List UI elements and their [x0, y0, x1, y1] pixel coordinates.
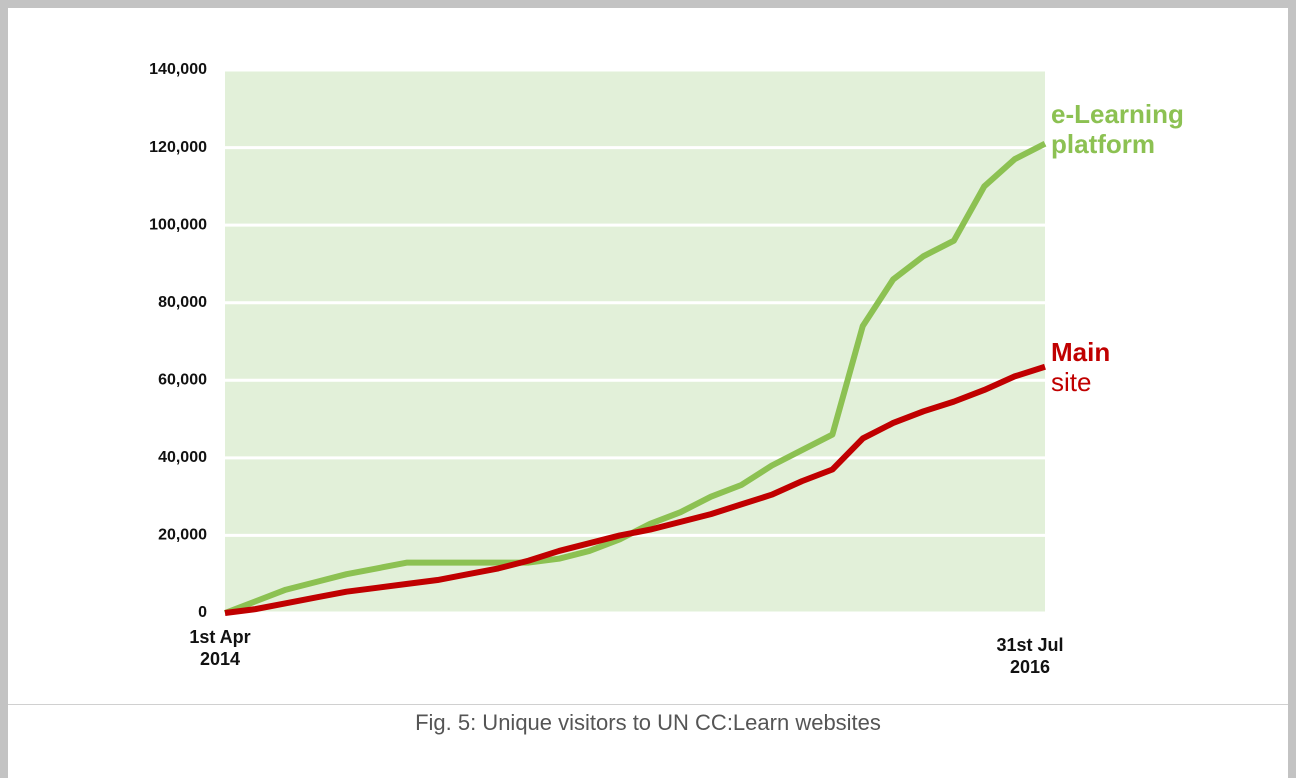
y-tick-label: 80,000	[158, 294, 207, 311]
plot-area	[225, 70, 1045, 613]
y-tick-label: 120,000	[149, 139, 207, 156]
caption: Fig. 5: Unique visitors to UN CC:Learn w…	[415, 710, 881, 735]
legend-label: e-Learning platform	[1051, 98, 1184, 159]
y-tick-label: 40,000	[158, 449, 207, 466]
y-tick-label: 100,000	[149, 216, 207, 233]
y-tick-label: 60,000	[158, 372, 207, 389]
x-tick-label: 31st Jul 2016	[996, 635, 1064, 677]
y-tick-label: 0	[198, 604, 207, 621]
x-tick-label: 1st Apr 2014	[189, 627, 251, 669]
y-tick-label: 140,000	[149, 61, 207, 78]
series-line	[224, 363, 1046, 616]
legend-label: Main site	[1051, 336, 1111, 397]
y-tick-label: 20,000	[158, 527, 207, 544]
caption-rule	[8, 704, 1288, 705]
